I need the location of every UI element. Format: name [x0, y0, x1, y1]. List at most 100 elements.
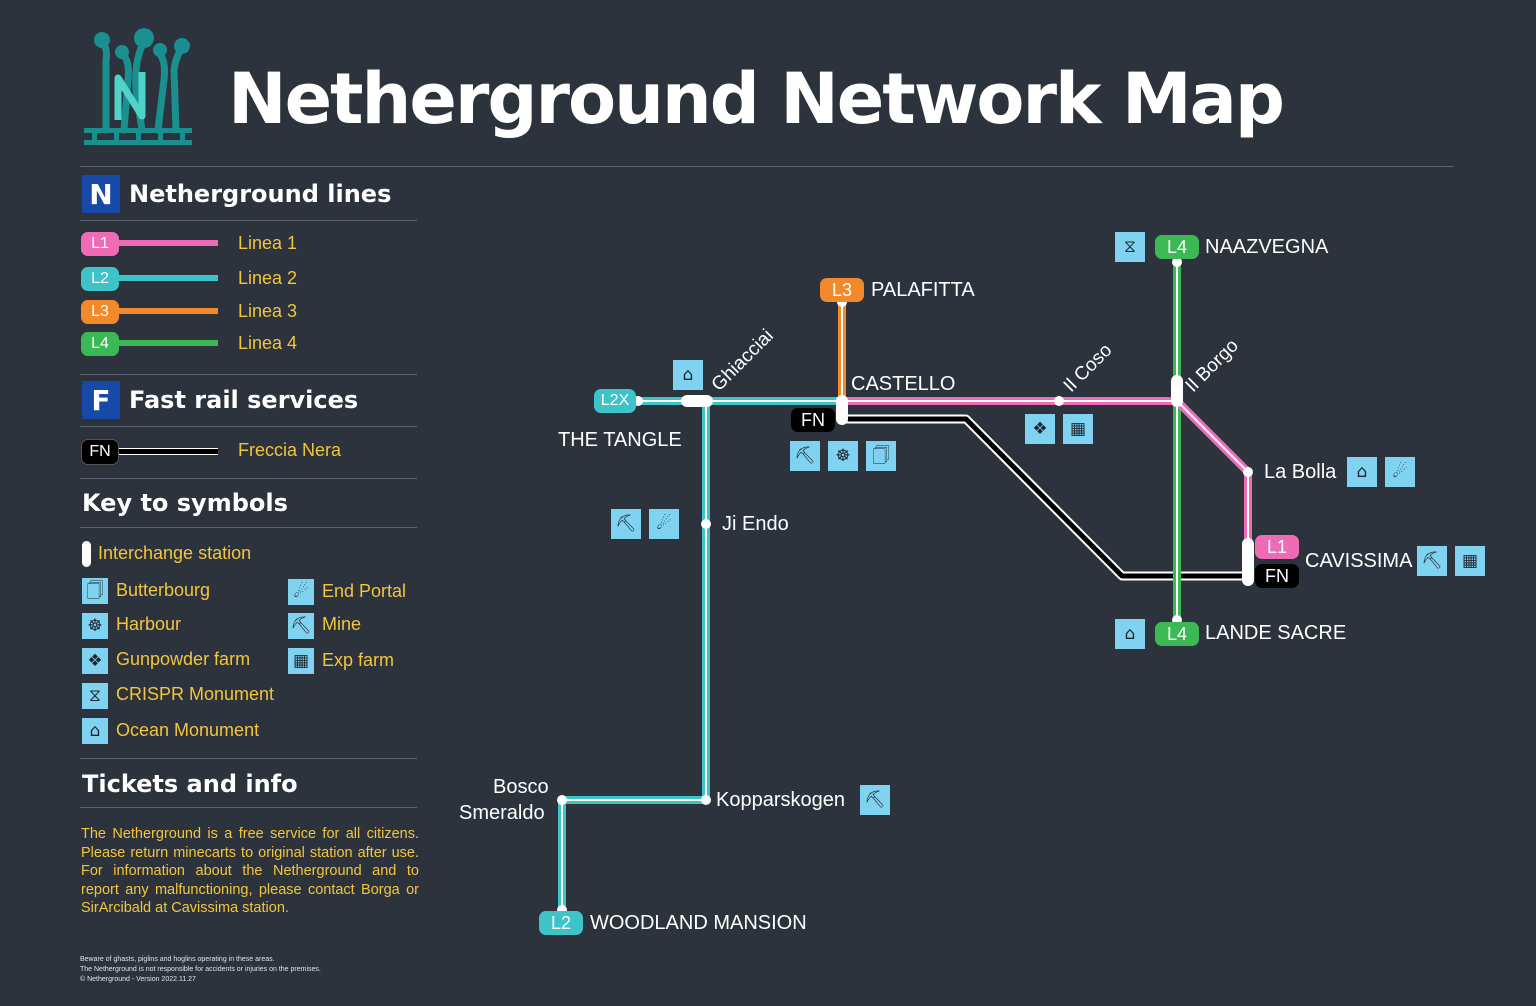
line-fn [842, 414, 1248, 581]
station-ji-endo: Ji Endo [722, 513, 789, 535]
ocean-monument-icon: ⌂ [82, 718, 108, 744]
title-divider [80, 166, 1454, 167]
symbol-label: CRISPR Monument [116, 684, 275, 704]
station-il-coso: Il Coso [1060, 340, 1117, 397]
harbour-icon: ☸ [828, 441, 858, 471]
divider [80, 426, 417, 427]
line-code-badge: L2 [81, 267, 119, 291]
mine-icon: ⛏ [1417, 546, 1447, 576]
stop-la-bolla[interactable] [1243, 467, 1253, 477]
fine-print-line: © Netherground - Version 2022.11.27 [80, 976, 196, 983]
terminal-badge-l2-south: L2 [539, 911, 583, 935]
divider [80, 807, 417, 808]
fast-rail-badge: F [82, 381, 120, 419]
gunpowder-farm-icon: ❖ [1025, 414, 1055, 444]
line-name: Linea 1 [238, 233, 298, 253]
symbol-label: Mine [322, 614, 362, 634]
line-l2 [558, 397, 842, 912]
line-code-badge: L3 [81, 300, 119, 324]
station-cavissima: CAVISSIMA [1305, 550, 1413, 572]
butterbourg-icon: 🗍 [866, 441, 896, 471]
line-name: Freccia Nera [238, 440, 342, 460]
station-woodland-mansion: WOODLAND MANSION [590, 912, 807, 934]
mine-icon: ⛏ [611, 509, 641, 539]
ocean-monument-icon: ⌂ [673, 360, 703, 390]
stop-kopparskogen[interactable] [701, 795, 711, 805]
symbol-label: Ocean Monument [116, 720, 260, 740]
terminal-badge-l4-north: L4 [1155, 235, 1199, 259]
page-title: Netherground Network Map [228, 58, 1285, 140]
line-swatch [111, 448, 218, 455]
station-bosco-line2: Smeraldo [459, 802, 545, 824]
mine-icon: ⛏ [860, 785, 890, 815]
stop-bosco-smeraldo[interactable] [557, 795, 567, 805]
symbol-label: Butterbourg [116, 580, 211, 600]
terminal-badge-l2x: L2X [594, 389, 636, 413]
tickets-heading: Tickets and info [82, 770, 298, 798]
interchange-ghiacciai[interactable] [681, 395, 713, 407]
line-swatch [111, 240, 218, 246]
gunpowder-farm-icon: ❖ [82, 648, 108, 674]
end-portal-icon: ☄ [649, 509, 679, 539]
divider [80, 478, 417, 479]
stop-il-coso[interactable] [1054, 396, 1064, 406]
line-code-badge: L1 [81, 232, 119, 256]
mine-icon: ⛏ [790, 441, 820, 471]
crispr-monument-icon: ⧖ [82, 683, 108, 709]
terminal-badge-l3: L3 [820, 278, 864, 302]
divider [80, 374, 417, 375]
station-bosco-line1: Bosco [493, 776, 549, 798]
station-kopparskogen: Kopparskogen [716, 789, 845, 811]
station-palafitta: PALAFITTA [871, 279, 975, 301]
terminal-badge-l4-south: L4 [1155, 622, 1199, 646]
butterbourg-icon: 🗍 [82, 578, 108, 604]
ocean-monument-icon: ⌂ [1347, 457, 1377, 487]
interchange-symbol [82, 541, 91, 567]
stop-ji-endo[interactable] [701, 519, 711, 529]
line-code-badge: FN [81, 439, 119, 465]
symbol-label: Exp farm [322, 650, 395, 670]
end-portal-icon: ☄ [288, 579, 314, 605]
station-la-bolla: La Bolla [1264, 461, 1337, 483]
line-swatch [111, 308, 218, 314]
line-name: Linea 2 [238, 268, 298, 288]
ocean-monument-icon: ⌂ [1115, 619, 1145, 649]
interchange-cavissima[interactable] [1242, 538, 1254, 586]
netherground-logo [84, 28, 192, 145]
station-lande-sacre: LANDE SACRE [1205, 622, 1347, 644]
line-name: Linea 4 [238, 333, 298, 353]
interchange-castello[interactable] [836, 395, 848, 425]
fast-rail-heading: Fast rail services [129, 386, 359, 414]
symbol-label: Harbour [116, 614, 182, 634]
fine-print: Beware of ghasts, piglins and hoglins op… [80, 955, 321, 985]
tickets-info-text: The Netherground is a free service for a… [81, 826, 419, 916]
interchange-label: Interchange station [98, 543, 252, 563]
end-portal-icon: ☄ [1385, 457, 1415, 487]
terminal-badge-fn-castello: FN [791, 408, 835, 432]
line-code-badge: L4 [81, 332, 119, 356]
fine-print-line: The Netherground is not responsible for … [80, 966, 321, 973]
line-name: Linea 3 [238, 301, 298, 321]
interchange-il-borgo[interactable] [1171, 375, 1183, 407]
station-the-tangle: THE TANGLE [558, 429, 682, 451]
line-swatch [111, 275, 218, 281]
divider [80, 758, 417, 759]
symbols-heading: Key to symbols [82, 489, 288, 517]
exp-farm-icon: ▦ [1455, 546, 1485, 576]
divider [80, 220, 417, 221]
terminal-badge-l1: L1 [1255, 535, 1299, 559]
divider [80, 527, 417, 528]
stop-naazvegna[interactable] [1172, 257, 1182, 267]
exp-farm-icon: ▦ [288, 648, 314, 674]
netherground-lines-badge: N [82, 175, 120, 213]
station-il-borgo: Il Borgo [1182, 335, 1243, 396]
crispr-monument-icon: ⧖ [1115, 232, 1145, 262]
symbol-label: Gunpowder farm [116, 649, 251, 669]
terminal-badge-fn-cavissima: FN [1255, 564, 1299, 588]
line-swatch [111, 340, 218, 346]
line-l1 [842, 397, 1252, 553]
station-castello: CASTELLO [851, 373, 956, 395]
symbol-label: End Portal [322, 581, 407, 601]
fine-print-line: Beware of ghasts, piglins and hoglins op… [80, 956, 275, 963]
